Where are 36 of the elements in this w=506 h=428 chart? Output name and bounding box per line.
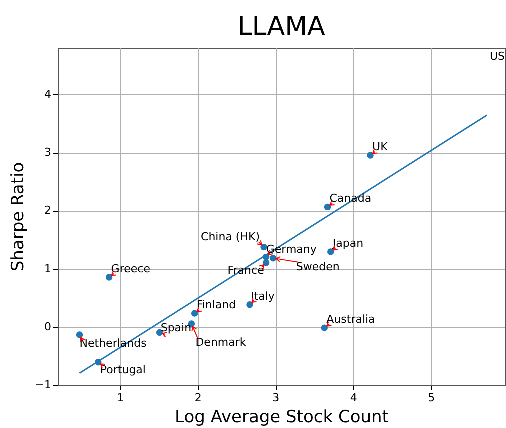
- annotation: Portugal: [100, 363, 146, 376]
- point: [106, 274, 113, 281]
- point: [246, 301, 254, 308]
- annotation: UK: [372, 140, 389, 154]
- y-tick-label: 0: [44, 320, 52, 334]
- annotation: China (HK): [201, 230, 260, 244]
- annotation: Australia: [326, 313, 376, 326]
- annotation: US: [490, 50, 506, 63]
- point: [76, 332, 84, 338]
- point: [367, 152, 374, 159]
- x-axis-title: Log Average Stock Count: [175, 408, 390, 428]
- point: [191, 310, 198, 317]
- annotation: Italy: [251, 290, 276, 303]
- y-tick-label: 1: [44, 262, 52, 276]
- y-tick-label: 4: [44, 88, 52, 101]
- y-tick-label: 2: [44, 204, 52, 218]
- annotation: Spain: [160, 322, 192, 335]
- x-tick-label: 2: [194, 392, 202, 404]
- annotation: Greece: [111, 262, 151, 276]
- point: [328, 248, 334, 256]
- point: [324, 204, 332, 211]
- chart-title: LLAMA: [238, 12, 326, 42]
- point: [262, 260, 270, 266]
- y-tick-label: 3: [44, 146, 52, 160]
- x-tick-label: 1: [117, 392, 124, 404]
- annotation: Finland: [196, 298, 236, 312]
- x-tick-label: 5: [428, 392, 436, 404]
- x-tick-label: 4: [350, 392, 358, 404]
- y-tick-label: −1: [35, 378, 52, 392]
- y-axis-title: Sharpe Ratio: [8, 162, 28, 272]
- annotation: Japan: [332, 236, 364, 250]
- annotation: Denmark: [196, 336, 247, 349]
- x-tick-label: 3: [272, 392, 280, 404]
- annotation: Sweden: [296, 260, 340, 274]
- point: [321, 324, 328, 332]
- point: [260, 244, 268, 251]
